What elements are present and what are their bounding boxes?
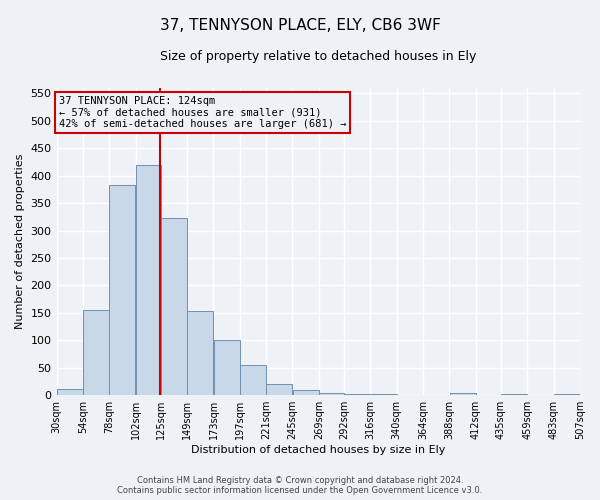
X-axis label: Distribution of detached houses by size in Ely: Distribution of detached houses by size …	[191, 445, 445, 455]
Bar	[293, 390, 319, 395]
Bar	[240, 365, 266, 395]
Bar	[371, 394, 397, 395]
Y-axis label: Number of detached properties: Number of detached properties	[15, 154, 25, 329]
Text: Contains HM Land Registry data © Crown copyright and database right 2024.
Contai: Contains HM Land Registry data © Crown c…	[118, 476, 482, 495]
Bar	[476, 394, 501, 395]
Bar	[136, 164, 161, 395]
Bar	[214, 340, 239, 395]
Bar	[57, 388, 83, 395]
Bar	[527, 394, 553, 395]
Bar	[161, 218, 187, 395]
Bar	[423, 394, 449, 395]
Bar	[449, 393, 476, 395]
Text: 37, TENNYSON PLACE, ELY, CB6 3WF: 37, TENNYSON PLACE, ELY, CB6 3WF	[160, 18, 440, 32]
Text: 37 TENNYSON PLACE: 124sqm
← 57% of detached houses are smaller (931)
42% of semi: 37 TENNYSON PLACE: 124sqm ← 57% of detac…	[59, 96, 346, 129]
Bar	[554, 394, 580, 395]
Bar	[319, 393, 344, 395]
Title: Size of property relative to detached houses in Ely: Size of property relative to detached ho…	[160, 50, 476, 63]
Bar	[187, 311, 214, 395]
Bar	[83, 310, 109, 395]
Bar	[344, 394, 370, 395]
Bar	[501, 394, 527, 395]
Bar	[266, 384, 292, 395]
Bar	[397, 394, 423, 395]
Bar	[109, 185, 136, 395]
